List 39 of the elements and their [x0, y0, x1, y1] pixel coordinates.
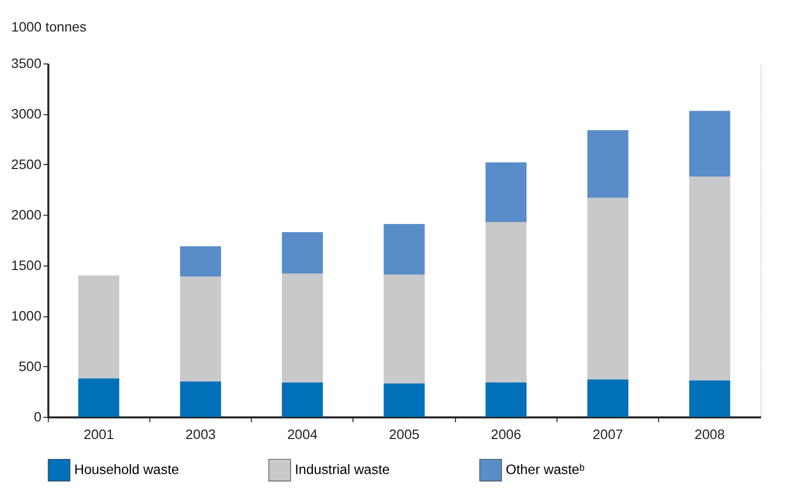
y-tick-label: 500 [18, 358, 42, 374]
bar [282, 382, 323, 417]
bar [689, 176, 730, 381]
legend-label: Other wasteᵇ [506, 462, 585, 478]
legend-label: Industrial waste [294, 462, 390, 478]
x-tick-label: 2005 [389, 426, 420, 442]
y-tick-label: 2500 [11, 156, 42, 172]
x-tick-label: 2007 [592, 426, 624, 442]
bar [486, 162, 527, 222]
x-tick-label: 2003 [185, 426, 216, 442]
bar [486, 382, 527, 417]
y-tick-label: 2000 [11, 207, 42, 222]
y-axis-title: 1000 tonnes [11, 20, 87, 35]
bar [282, 273, 323, 383]
bar [486, 222, 527, 383]
y-tick-label: 0 [34, 409, 42, 424]
bar [384, 274, 425, 384]
bar [587, 380, 628, 417]
x-tick-label: 2008 [694, 426, 725, 442]
bar [78, 378, 120, 417]
bar [689, 380, 730, 417]
x-tick-label: 2001 [84, 426, 114, 442]
bar [384, 224, 425, 274]
bar [384, 384, 425, 417]
bar [587, 198, 628, 380]
x-tick-label: 2004 [287, 426, 318, 442]
y-tick-label: 3500 [11, 56, 42, 71]
x-tick-label: 2006 [490, 426, 522, 442]
bar [282, 232, 323, 274]
y-tick-label: 1000 [11, 308, 42, 324]
legend-label: Household waste [74, 462, 179, 478]
y-tick-label: 3000 [11, 106, 42, 122]
bar [587, 130, 628, 198]
bar [689, 110, 730, 177]
bar [78, 276, 120, 378]
y-tick-label: 1500 [11, 258, 42, 273]
bar [180, 246, 222, 277]
bar [180, 382, 222, 417]
bar [180, 276, 222, 382]
